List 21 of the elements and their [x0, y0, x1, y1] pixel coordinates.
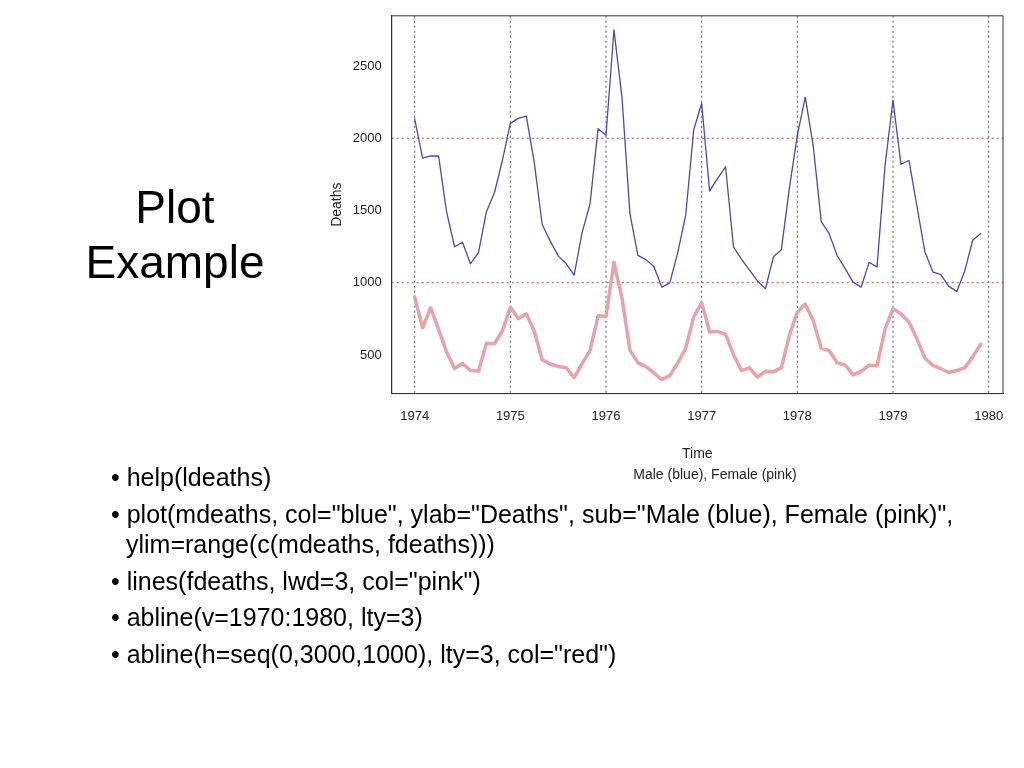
x-tick-label: 1976 [591, 407, 621, 423]
y-tick-label: 1000 [352, 274, 382, 290]
y-axis-title: Deaths [328, 182, 345, 227]
x-tick-label: 1980 [974, 407, 1004, 423]
text: • lines(fdeaths, lwd=3, col="pink") [111, 565, 482, 596]
text: Male (blue), Female (pink) [632, 466, 798, 482]
x-tick-label: 1977 [687, 407, 717, 423]
x-tick-label: 1979 [878, 407, 908, 423]
y-tick-label: 1500 [352, 202, 382, 218]
x-tick-label: 1975 [495, 407, 525, 423]
text: • abline(v=1970:1980, lty=3) [111, 602, 424, 633]
y-tick-label: 2500 [352, 57, 382, 73]
x-tick-label: 1974 [400, 407, 430, 423]
y-tick-label: 500 [360, 346, 382, 362]
x-tick-label: 1978 [782, 407, 812, 423]
text: • plot(mdeaths, col="blue", ylab="Deaths", sub="Male (blue), Female (pink)", ylim=range(c(mdeaths, fdeaths))) [111, 498, 955, 560]
y-tick-label: 2000 [352, 129, 382, 145]
text: • help(ldeaths) [111, 463, 272, 491]
text: • abline(h=seq(0,3000,1000), lty=3, col="red") [111, 638, 618, 669]
x-axis-title: Time [682, 445, 713, 462]
text: Plot Example [84, 180, 266, 291]
